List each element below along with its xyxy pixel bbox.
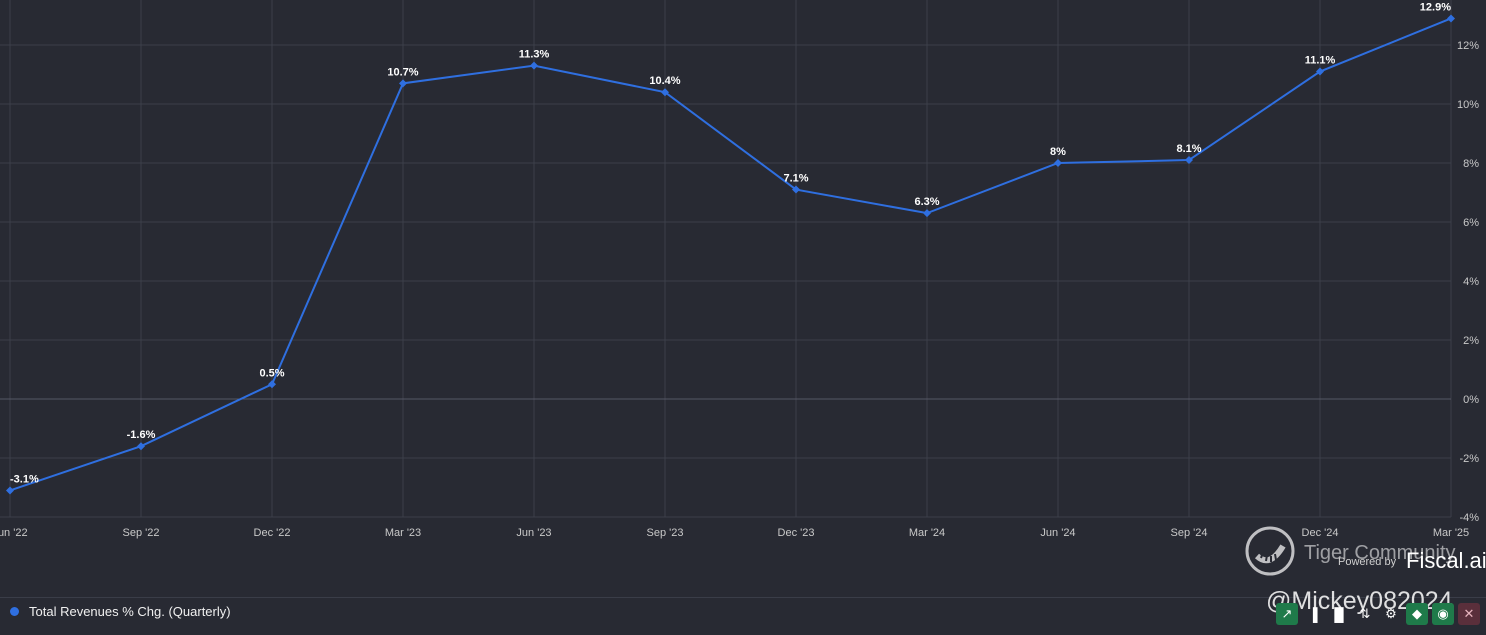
legend-divider	[0, 597, 1486, 598]
y-tick-label: 2%	[1463, 335, 1479, 347]
data-point	[530, 61, 538, 70]
y-tick-label: 12%	[1457, 40, 1479, 52]
legend-marker	[10, 607, 19, 616]
data-label: 8.1%	[1176, 143, 1201, 155]
x-tick-label: Dec '22	[254, 527, 291, 539]
data-point	[137, 442, 145, 451]
data-point	[399, 79, 407, 88]
data-label: 0.5%	[259, 367, 284, 379]
chart-legend[interactable]: Total Revenues % Chg. (Quarterly)	[10, 604, 231, 619]
data-point	[1185, 156, 1193, 165]
y-tick-label: -2%	[1459, 453, 1479, 465]
data-point	[1316, 67, 1324, 76]
data-point	[268, 380, 276, 389]
y-tick-label: 8%	[1463, 158, 1479, 170]
x-tick-label: Sep '23	[647, 527, 684, 539]
bar-chart-icon[interactable]: ▐	[1308, 606, 1318, 622]
data-label: 12.9%	[1420, 1, 1451, 13]
close-icon[interactable]: ✕	[1458, 603, 1480, 625]
y-tick-label: 6%	[1463, 217, 1479, 229]
settings-icon[interactable]: ⚙	[1385, 606, 1397, 621]
x-tick-label: Mar '25	[1433, 527, 1469, 539]
x-tick-label: Sep '22	[123, 527, 160, 539]
powered-by-text: Powered by	[1338, 556, 1397, 568]
eye-icon[interactable]: ◉	[1432, 603, 1454, 625]
x-tick-label: Mar '23	[385, 527, 421, 539]
data-point	[923, 209, 931, 218]
data-label: 11.1%	[1305, 55, 1336, 67]
line-chart: Jun '22 Sep '22 Dec '22 Mar '23 Jun '23 Sep '…	[0, 0, 1479, 539]
watermark-text: Tiger Community	[1304, 542, 1456, 564]
x-tick-label: Dec '24	[1302, 527, 1339, 539]
data-label: -1.6%	[127, 429, 156, 441]
x-tick-label: Jun '23	[516, 527, 551, 539]
trend-icon[interactable]: ↗	[1276, 603, 1298, 625]
chart-toolbar: ↗ ▐ █ ⇅ ⚙ ◆ ◉ ✕	[1276, 603, 1480, 625]
series-line	[9, 17, 1452, 492]
tiger-community-logo	[1245, 526, 1295, 576]
sort-icon[interactable]: ⇅	[1359, 606, 1371, 621]
data-label: 11.3%	[519, 49, 550, 61]
data-label: 10.4%	[649, 75, 680, 87]
y-tick-label: 4%	[1463, 276, 1479, 288]
y-tick-label: 0%	[1463, 394, 1479, 406]
brand-logo-text: Fiscal.ai	[1406, 548, 1486, 573]
x-tick-label: Dec '23	[778, 527, 815, 539]
data-label: 10.7%	[387, 66, 418, 78]
y-tick-label: -4%	[1459, 512, 1479, 524]
tag-icon[interactable]: ◆	[1406, 603, 1428, 625]
data-point	[1447, 14, 1455, 23]
x-tick-label: Mar '24	[909, 527, 945, 539]
data-label: 7.1%	[783, 173, 808, 185]
y-tick-label: 10%	[1457, 99, 1479, 111]
x-tick-label: Sep '24	[1171, 527, 1208, 539]
data-label: 8%	[1050, 146, 1066, 158]
legend-label: Total Revenues % Chg. (Quarterly)	[29, 604, 231, 619]
data-point	[792, 185, 800, 194]
data-point	[1054, 159, 1062, 167]
data-point	[6, 486, 14, 495]
x-tick-label: Jun '24	[1040, 527, 1075, 539]
data-label: -3.1%	[10, 473, 39, 485]
data-point	[661, 88, 669, 97]
grouped-bar-icon[interactable]: █	[1334, 606, 1344, 622]
x-tick-label: Jun '22	[0, 527, 28, 539]
data-label: 6.3%	[914, 196, 939, 208]
